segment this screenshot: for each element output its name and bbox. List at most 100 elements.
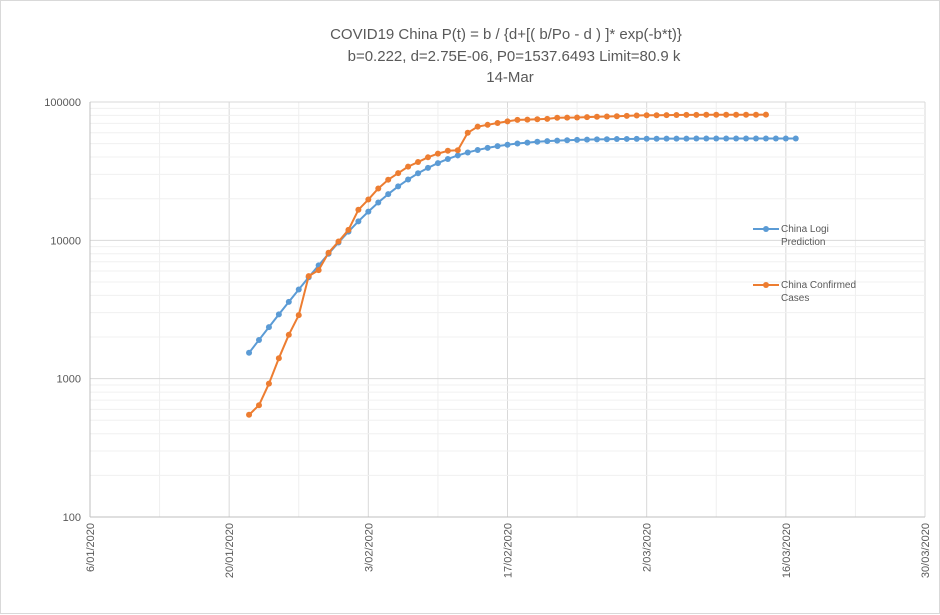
data-point-prediction (494, 143, 501, 150)
legend-swatch-marker-confirmed (763, 282, 769, 288)
data-point-prediction (395, 183, 402, 190)
data-point-confirmed (623, 112, 630, 119)
data-point-prediction (405, 176, 412, 183)
data-point-confirmed (385, 176, 392, 183)
data-point-prediction (534, 138, 541, 145)
series-layer (246, 111, 799, 418)
x-tick-label: 20/01/2020 (224, 523, 236, 578)
data-point-confirmed (454, 147, 461, 154)
data-point-prediction (643, 135, 650, 142)
data-point-prediction (653, 135, 660, 142)
y-tick-label: 1000 (57, 374, 81, 386)
data-point-confirmed (285, 331, 292, 338)
y-tick-label: 100 (63, 512, 81, 524)
data-point-confirmed (683, 111, 690, 118)
series-line-prediction (248, 137, 796, 354)
legend-swatch-marker-prediction (763, 226, 769, 232)
data-point-prediction (554, 137, 561, 144)
data-point-confirmed (355, 206, 362, 213)
data-point-confirmed (255, 402, 262, 409)
data-point-confirmed (335, 238, 342, 245)
data-point-confirmed (405, 163, 412, 170)
data-point-confirmed (265, 380, 272, 387)
data-point-confirmed (375, 185, 382, 192)
data-point-confirmed (504, 118, 511, 125)
chart-title: COVID19 China P(t) = b / {d+[( b/Po - d … (330, 26, 682, 43)
data-point-confirmed (663, 112, 670, 119)
data-point-prediction (434, 160, 441, 167)
data-point-prediction (385, 191, 392, 198)
x-tick-label: 2/03/2020 (642, 523, 654, 572)
data-point-confirmed (544, 115, 551, 122)
data-point-prediction (693, 135, 700, 142)
data-point-prediction (713, 135, 720, 142)
data-point-confirmed (603, 113, 610, 120)
legend-layer: China Logi Prediction China Confirmed Cases (753, 224, 856, 304)
data-point-confirmed (365, 196, 372, 203)
axis-layer: 100 1000 10000 100000 6/01/2020 20/01/2020 3/0… (44, 97, 932, 578)
data-point-confirmed (395, 170, 402, 177)
data-point-prediction (772, 135, 779, 142)
data-point-confirmed (514, 116, 521, 123)
data-point-prediction (255, 336, 262, 343)
data-point-confirmed (613, 113, 620, 120)
data-point-prediction (285, 298, 292, 305)
data-point-prediction (584, 136, 591, 143)
data-point-confirmed (743, 111, 750, 118)
chart-date-label: 14-Mar (486, 69, 534, 86)
data-point-confirmed (643, 112, 650, 119)
data-point-prediction (544, 138, 551, 145)
data-point-confirmed (693, 111, 700, 118)
data-point-confirmed (424, 154, 431, 161)
data-point-prediction (365, 208, 372, 215)
data-point-confirmed (494, 119, 501, 126)
data-point-prediction (663, 135, 670, 142)
data-point-confirmed (703, 111, 710, 118)
data-point-confirmed (305, 273, 312, 280)
data-point-prediction (415, 170, 422, 177)
data-point-prediction (454, 152, 461, 159)
legend-label-prediction: China Logi (781, 224, 829, 235)
data-point-prediction (673, 135, 680, 142)
data-point-prediction (603, 136, 610, 143)
data-point-confirmed (325, 249, 332, 256)
x-tick-label: 16/03/2020 (781, 523, 793, 578)
data-point-confirmed (554, 114, 561, 121)
data-point-prediction (246, 349, 253, 356)
data-point-prediction (782, 135, 789, 142)
data-point-prediction (275, 311, 282, 318)
data-point-prediction (623, 135, 630, 142)
data-point-prediction (474, 146, 481, 153)
data-point-prediction (355, 218, 362, 225)
data-point-prediction (375, 199, 382, 206)
chart-subtitle: b=0.222, d=2.75E-06, P0=1537.6493 Limit=… (348, 48, 681, 65)
data-point-confirmed (484, 121, 491, 128)
data-point-confirmed (534, 116, 541, 123)
data-point-confirmed (246, 411, 253, 418)
data-point-confirmed (444, 147, 451, 154)
data-point-prediction (574, 136, 581, 143)
data-point-confirmed (434, 150, 441, 157)
y-tick-label: 10000 (50, 235, 81, 247)
data-point-prediction (733, 135, 740, 142)
data-point-confirmed (593, 113, 600, 120)
data-point-prediction (464, 149, 471, 156)
data-point-prediction (762, 135, 769, 142)
data-point-prediction (524, 139, 531, 146)
x-tick-label: 6/01/2020 (85, 523, 97, 572)
data-point-prediction (723, 135, 730, 142)
data-point-prediction (295, 286, 302, 293)
data-point-confirmed (415, 159, 422, 166)
data-point-prediction (265, 324, 272, 331)
data-point-prediction (564, 137, 571, 144)
data-point-confirmed (564, 114, 571, 121)
legend-label-prediction-line2: Prediction (781, 237, 825, 248)
legend-label-confirmed: China Confirmed (781, 280, 856, 291)
data-point-prediction (743, 135, 750, 142)
x-tick-label: 17/02/2020 (503, 523, 515, 578)
data-point-prediction (792, 135, 799, 142)
data-point-confirmed (723, 111, 730, 118)
data-point-prediction (633, 135, 640, 142)
